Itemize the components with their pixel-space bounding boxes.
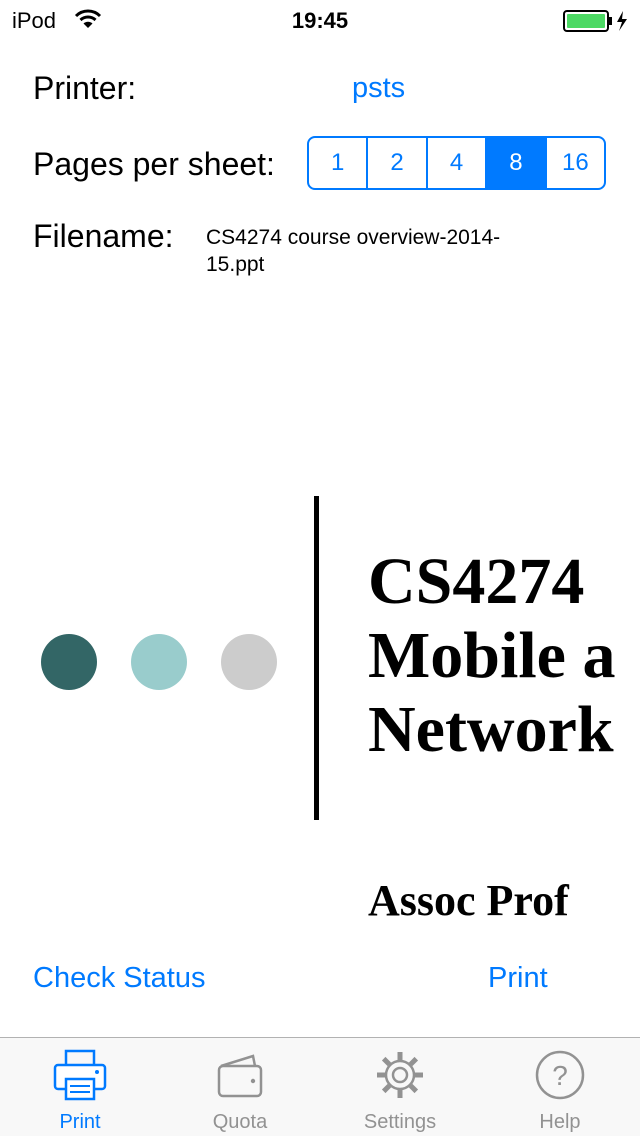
pages-option-4[interactable]: 4 bbox=[425, 138, 485, 188]
slide-title-line-1: CS4274 bbox=[368, 545, 585, 618]
tab-quota[interactable]: Quota bbox=[160, 1038, 320, 1137]
gear-icon bbox=[377, 1052, 423, 1098]
pages-option-2[interactable]: 2 bbox=[366, 138, 425, 188]
filename-label: Filename: bbox=[33, 218, 174, 254]
status-carrier: iPod bbox=[12, 8, 57, 33]
wifi-icon bbox=[74, 8, 102, 35]
tab-print-label: Print bbox=[59, 1111, 101, 1133]
print-button[interactable]: Print bbox=[488, 962, 548, 994]
slide-dot-dark bbox=[41, 634, 97, 690]
svg-text:?: ? bbox=[552, 1060, 568, 1091]
tab-bar: Print Quota bbox=[0, 1037, 640, 1136]
tab-print[interactable]: Print bbox=[0, 1038, 160, 1137]
slide-title-line-3: Network bbox=[368, 693, 614, 766]
tab-help-label: Help bbox=[539, 1111, 581, 1133]
printer-label: Printer: bbox=[33, 70, 137, 106]
slide-divider bbox=[314, 496, 319, 820]
slide-dot-gray bbox=[221, 634, 277, 690]
tab-help[interactable]: ? Help bbox=[480, 1038, 640, 1137]
pages-option-16[interactable]: 16 bbox=[544, 138, 604, 188]
tab-quota-label: Quota bbox=[212, 1111, 268, 1133]
slide-title-line-2: Mobile a bbox=[368, 619, 616, 692]
status-time: 19:45 bbox=[291, 8, 349, 33]
slide-subtitle: Assoc Prof bbox=[368, 876, 569, 925]
filename-value: CS4274 course overview-2014-15.ppt bbox=[206, 226, 501, 276]
slide-preview: CS4274 Mobile a Network Assoc Prof bbox=[368, 545, 624, 935]
printer-selector[interactable]: psts bbox=[352, 72, 406, 104]
pages-option-1[interactable]: 1 bbox=[331, 149, 345, 176]
pages-option-8[interactable]: 8 bbox=[485, 138, 545, 188]
slide-dot-teal bbox=[131, 634, 187, 690]
pages-per-sheet-control: 1 2 4 8 16 bbox=[307, 136, 606, 190]
battery-icon bbox=[563, 10, 627, 32]
wallet-icon bbox=[217, 1054, 263, 1098]
tab-settings-label: Settings bbox=[363, 1111, 437, 1133]
help-icon: ? bbox=[535, 1050, 585, 1100]
printer-icon bbox=[53, 1049, 107, 1101]
pages-per-sheet-label: Pages per sheet: bbox=[33, 146, 275, 182]
check-status-button[interactable]: Check Status bbox=[33, 962, 206, 994]
tab-settings[interactable]: Settings bbox=[320, 1038, 480, 1137]
